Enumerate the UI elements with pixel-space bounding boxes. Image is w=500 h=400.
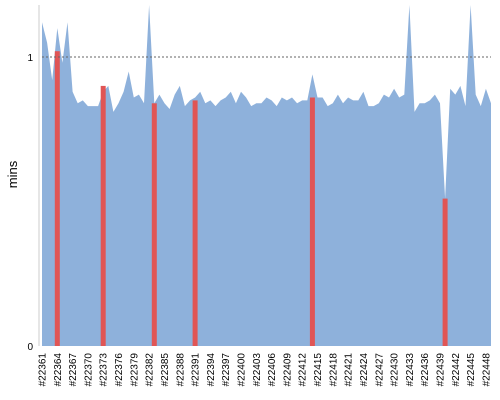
x-tick-label: #22400 [237,353,248,387]
x-tick-label: #22442 [451,353,462,387]
x-tick-label: #22361 [38,353,49,387]
y-axis-ticks: 01 [27,53,33,353]
x-tick-label: #22424 [359,353,370,387]
x-tick-label: #22433 [405,353,416,387]
x-tick-label: #22421 [344,353,355,387]
x-tick-label: #22430 [390,353,401,387]
y-tick-label: 0 [27,342,33,353]
highlight-bar [192,100,198,347]
x-tick-label: #22412 [298,353,309,387]
x-tick-label: #22370 [83,353,94,387]
x-tick-label: #22373 [99,353,110,387]
y-axis-label: mins [5,160,20,188]
x-tick-label: #22385 [160,353,171,387]
x-tick-label: #22388 [175,353,186,387]
x-tick-label: #22439 [436,353,447,387]
x-tick-label: #22397 [221,353,232,387]
x-tick-label: #22367 [68,353,79,387]
x-tick-label: #22379 [129,353,140,387]
x-tick-label: #22391 [191,353,202,387]
plot-area [42,5,491,347]
highlight-bar [151,103,157,346]
x-tick-label: #22445 [466,353,477,387]
highlight-bar [442,198,448,346]
highlight-bar [100,85,106,347]
x-tick-label: #22448 [481,353,492,387]
highlight-bar [54,51,60,346]
x-tick-label: #22376 [114,353,125,387]
y-tick-label: 1 [27,53,33,64]
x-tick-label: #22394 [206,353,217,387]
x-tick-label: #22409 [282,353,293,387]
x-tick-label: #22436 [420,353,431,387]
x-tick-label: #22415 [313,353,324,387]
highlight-bar [309,97,315,346]
x-tick-label: #22406 [267,353,278,387]
x-tick-label: #22382 [145,353,156,387]
x-tick-label: #22364 [53,353,64,387]
x-tick-label: #22418 [328,353,339,387]
x-tick-label: #22403 [252,353,263,387]
x-tick-label: #22427 [374,353,385,387]
area-series [42,5,491,346]
x-axis-ticks: #22361 #22364 #22367 #22370 #22373 #22376 #223… [38,353,493,387]
